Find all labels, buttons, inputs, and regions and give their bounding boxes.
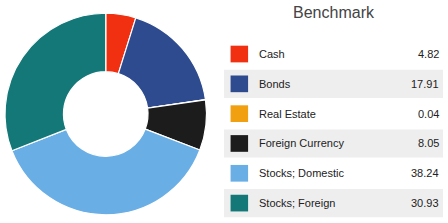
svg-text:38.24: 38.24 [411, 167, 439, 179]
svg-text:17.91: 17.91 [411, 78, 439, 90]
svg-text:30.93: 30.93 [411, 197, 439, 209]
svg-text:Foreign Currency: Foreign Currency [259, 137, 344, 149]
svg-text:Stocks; Domestic: Stocks; Domestic [259, 167, 344, 179]
svg-text:4.82: 4.82 [418, 48, 439, 60]
svg-text:Cash: Cash [259, 48, 285, 60]
svg-text:0.04: 0.04 [418, 108, 439, 120]
svg-text:Benchmark: Benchmark [293, 4, 375, 21]
svg-text:Stocks; Foreign: Stocks; Foreign [259, 197, 335, 209]
svg-text:8.05: 8.05 [418, 137, 439, 149]
svg-text:Real Estate: Real Estate [259, 108, 316, 120]
svg-text:Bonds: Bonds [259, 78, 291, 90]
